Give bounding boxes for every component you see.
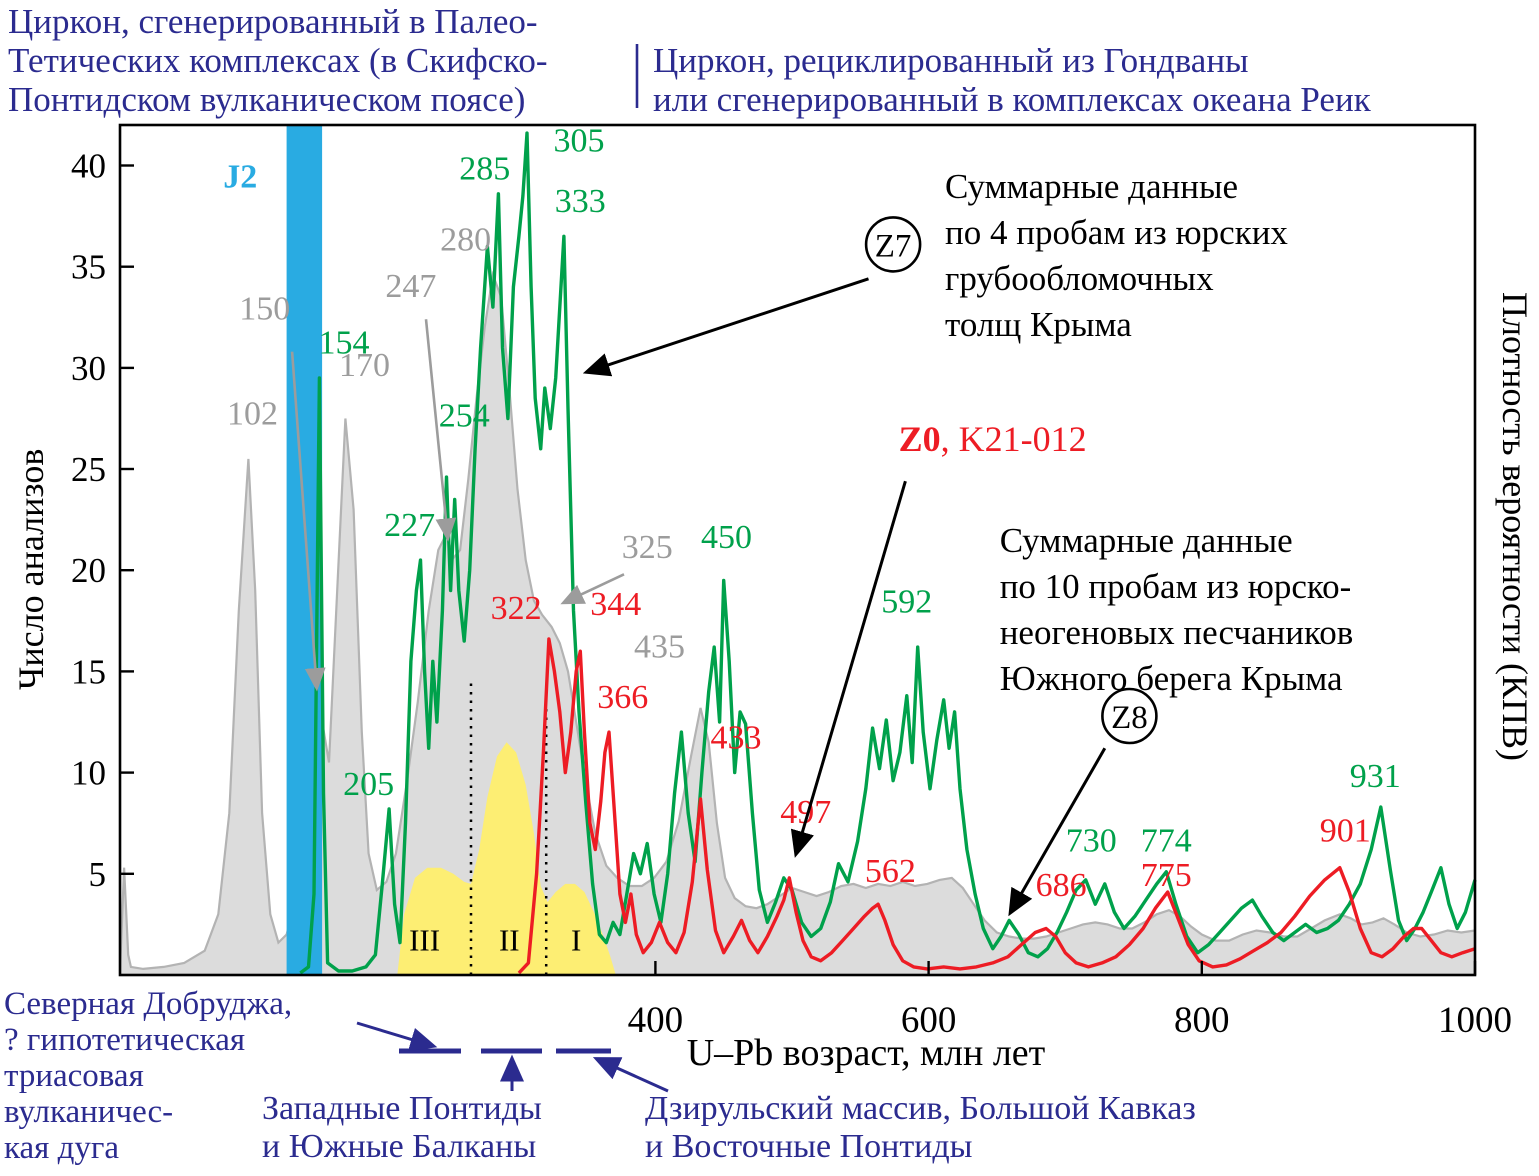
footer-left-line3: триасовая xyxy=(4,1058,144,1094)
footer-left-line2: ? гипотетическая xyxy=(4,1022,246,1058)
x-tick-label: 400 xyxy=(628,1000,684,1041)
peak-label-322: 322 xyxy=(491,590,542,627)
badge-label-Z7: Z7 xyxy=(875,228,912,264)
note-1-line-0: Суммарные данные xyxy=(1000,521,1293,560)
peak-label-774: 774 xyxy=(1141,823,1192,860)
header-left: Циркон, сгенерированный в Палео- Тетичес… xyxy=(8,2,548,119)
y-tick-label: 10 xyxy=(71,754,106,793)
peak-label-450: 450 xyxy=(701,519,752,556)
peak-label-686: 686 xyxy=(1036,867,1087,904)
note-0-line-3: толщ Крыма xyxy=(945,305,1132,344)
peak-label-170: 170 xyxy=(339,347,390,384)
peak-label-325: 325 xyxy=(622,529,673,566)
peak-label-333: 333 xyxy=(555,183,606,220)
peak-label-775: 775 xyxy=(1141,857,1192,894)
annotation-arrow xyxy=(290,351,326,692)
yellow-zones xyxy=(397,742,616,975)
peak-label-254: 254 xyxy=(439,398,490,435)
header-right-line2: или сгенерированный в комплексах океана … xyxy=(653,80,1371,119)
header-right: Циркон, рециклированный из Гондваны или … xyxy=(653,41,1371,119)
footer-left-line1: Северная Добруджа, xyxy=(4,986,293,1022)
series-green xyxy=(299,131,1477,975)
peak-label-366: 366 xyxy=(597,679,648,716)
annotation-arrow xyxy=(790,480,907,858)
header-left-line1: Циркон, сгенерированный в Палео- xyxy=(8,2,538,41)
peak-label-344: 344 xyxy=(590,586,641,623)
footer-left: Северная Добруджа, ? гипотетическая триа… xyxy=(4,986,292,1166)
peak-label-247: 247 xyxy=(385,268,436,305)
footer-right-line2: и Восточные Понтиды xyxy=(645,1128,973,1165)
peak-label-435: 435 xyxy=(634,628,685,665)
peak-label-150: 150 xyxy=(239,290,290,327)
zone-label: II xyxy=(499,923,520,958)
y-tick-label: 15 xyxy=(71,652,106,691)
peak-label-205: 205 xyxy=(343,766,394,803)
badge-label-Z8: Z8 xyxy=(1111,700,1148,736)
plot-frame xyxy=(118,123,1477,977)
footer-right-line1: Дзирульский массив, Большой Кавказ xyxy=(645,1090,1196,1127)
note-0-line-0: Суммарные данные xyxy=(945,167,1238,206)
peak-label-227: 227 xyxy=(384,507,435,544)
y-tick-label: 25 xyxy=(71,450,106,489)
zone-label: I xyxy=(571,923,581,958)
footer-middle-line2: и Южные Балканы xyxy=(262,1128,537,1165)
peak-label-730: 730 xyxy=(1066,823,1117,860)
footer-right: Дзирульский массив, Большой Кавказ и Вос… xyxy=(645,1090,1196,1166)
y-tick-label: 35 xyxy=(71,248,106,287)
peak-label-102: 102 xyxy=(227,396,278,433)
annotation-arrow xyxy=(424,319,457,542)
peak-label-562: 562 xyxy=(865,853,916,890)
note-1-line-1: по 10 пробам из юрско- xyxy=(1000,567,1352,606)
header-left-line3: Понтидском вулканическом поясе) xyxy=(8,80,526,119)
x-tick-label: 1000 xyxy=(1438,1000,1512,1041)
peak-label-901: 901 xyxy=(1320,812,1371,849)
y-tick-label: 40 xyxy=(71,147,106,186)
footer-arrow xyxy=(592,1057,669,1093)
peak-label-592: 592 xyxy=(881,584,932,621)
kde-outline xyxy=(118,270,1476,972)
note-1-line-3: Южного берега Крыма xyxy=(1000,659,1343,698)
peak-label-154: 154 xyxy=(319,325,370,362)
kde-area xyxy=(120,274,1475,975)
series-red xyxy=(517,637,1476,975)
header-right-line1: Циркон, рециклированный из Гондваны xyxy=(653,41,1249,80)
note-0-line-2: грубообломочных xyxy=(945,259,1214,298)
badge-circle-Z7 xyxy=(864,216,922,273)
annotation-arrow xyxy=(560,573,625,605)
footer-middle: Западные Понтиды и Южные Балканы xyxy=(262,1090,542,1166)
annotation-arrow xyxy=(1008,747,1107,917)
footer-middle-line1: Западные Понтиды xyxy=(262,1090,542,1127)
sample-label-z0: Z0, K21-012 xyxy=(899,419,1087,459)
footer-left-line4: вулканичес- xyxy=(4,1094,174,1130)
peak-label-433: 433 xyxy=(711,719,762,756)
y-tick-label: 30 xyxy=(71,349,106,388)
x-tick-label: 800 xyxy=(1174,1000,1230,1041)
annotation-arrow xyxy=(582,277,869,377)
zone-label: III xyxy=(409,923,440,958)
peak-label-305: 305 xyxy=(554,122,605,159)
peak-label-285: 285 xyxy=(459,151,510,188)
footer-left-line5: кая дуга xyxy=(4,1130,120,1166)
y-tick-label: 20 xyxy=(71,551,106,590)
badge-circle-Z8 xyxy=(1101,687,1158,745)
footer-arrow xyxy=(356,1021,438,1051)
peak-label-931: 931 xyxy=(1350,758,1401,795)
note-0-line-1: по 4 пробам из юрских xyxy=(945,213,1288,252)
j2-band-label: J2 xyxy=(223,159,257,196)
y-tick-label: 5 xyxy=(89,855,107,894)
x-tick-label: 600 xyxy=(901,1000,957,1041)
x-axis-title: U–Pb возраст, млн лет xyxy=(687,1032,1046,1074)
header-left-line2: Тетических комплексах (в Скифско- xyxy=(8,41,548,80)
peak-label-280: 280 xyxy=(440,222,491,259)
note-1-line-2: неогеновых песчаников xyxy=(1000,613,1354,652)
